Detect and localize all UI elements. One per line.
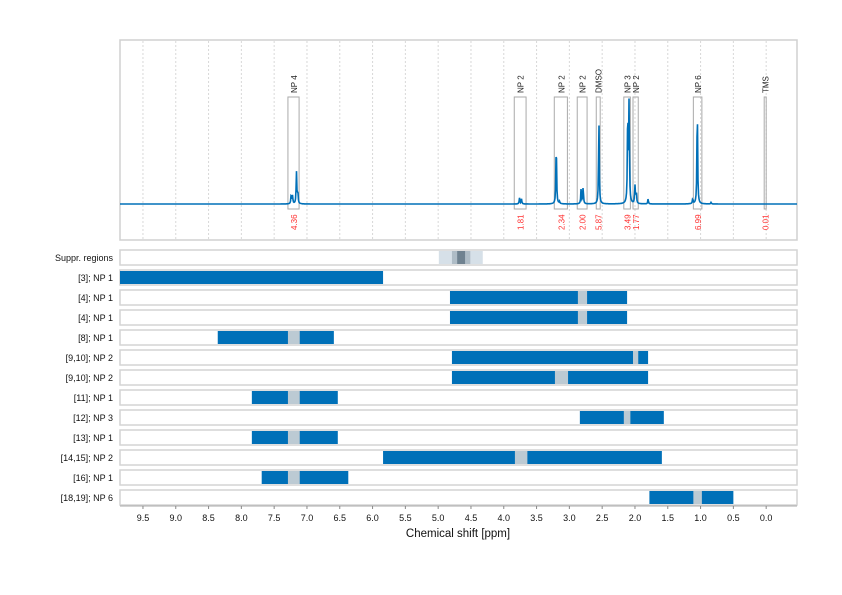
x-tick-label: 7.0 — [301, 513, 314, 523]
region-row-label: [4]; NP 1 — [78, 293, 113, 303]
region-bar — [449, 311, 628, 324]
region-gap — [287, 431, 300, 444]
region-bar — [217, 331, 334, 344]
integral-value: 2.00 — [579, 214, 588, 230]
region-row-label: [9,10]; NP 2 — [66, 353, 113, 363]
region-gap — [623, 411, 631, 424]
peak-box — [513, 96, 527, 210]
peak-label: NP 2 — [579, 75, 588, 93]
peak-box — [763, 96, 767, 210]
x-tick-label: 5.0 — [432, 513, 445, 523]
region-bar — [120, 271, 384, 284]
region-bar — [449, 291, 628, 304]
peak-label: DMSO — [595, 69, 604, 93]
x-tick-label: 9.0 — [170, 513, 183, 523]
region-row-frame — [119, 469, 798, 486]
region-rows: Suppr. regions [3]; NP 1 [4]; NP 1 [4]; NP … — [55, 249, 798, 506]
region-row-frame — [119, 429, 798, 446]
region-row-label: [9,10]; NP 2 — [66, 373, 113, 383]
peak-annotation-boxes — [287, 96, 767, 210]
x-tick-label: 4.5 — [465, 513, 478, 523]
spectrum-panel — [119, 39, 798, 241]
region-row-frame — [119, 409, 798, 426]
region-row-label: [18,19]; NP 6 — [61, 493, 113, 503]
peak-box — [595, 96, 601, 210]
peak-annotation-labels: NP 4 4.36 NP 2 1.81 NP 2 2.34 NP 2 2.00 DMSO 5.87… — [290, 69, 771, 230]
x-tick-label: 2.0 — [629, 513, 642, 523]
integral-value: 2.34 — [557, 214, 566, 230]
peak-box — [553, 96, 568, 210]
region-gap — [287, 331, 300, 344]
x-tick-label: 3.5 — [530, 513, 543, 523]
x-tick-label: 8.0 — [235, 513, 248, 523]
x-tick-label: 4.0 — [498, 513, 511, 523]
peak-box — [623, 96, 631, 210]
peak-label: NP 6 — [694, 75, 703, 93]
x-tick-label: 0.5 — [727, 513, 740, 523]
suppressed-band — [457, 251, 466, 264]
peak-box — [287, 96, 300, 210]
x-axis: 9.5 9.0 8.5 8.0 7.5 7.0 6.5 6.0 5.5 5.0 4.5 4.0 3.5 3… — [120, 505, 797, 523]
peak-box — [576, 96, 588, 210]
region-row-frame — [119, 489, 798, 506]
region-bar — [451, 351, 649, 364]
peak-label: NP 4 — [290, 75, 299, 93]
integral-value: 3.49 — [624, 214, 633, 230]
region-bar — [451, 371, 649, 384]
peak-label: NP 3 — [624, 75, 633, 93]
region-gap — [554, 371, 569, 384]
region-row-label: [11]; NP 1 — [74, 393, 113, 403]
integral-value: 6.99 — [694, 214, 703, 230]
region-gap — [577, 291, 588, 304]
region-gap — [287, 391, 300, 404]
region-gap — [577, 311, 588, 324]
suppressed-regions-row-label: Suppr. regions — [55, 253, 114, 263]
x-tick-label: 2.5 — [596, 513, 609, 523]
region-row-label: [12]; NP 3 — [73, 413, 113, 423]
integral-value: 1.81 — [517, 214, 526, 230]
integral-value: 4.36 — [290, 214, 299, 230]
region-bar — [261, 471, 349, 484]
region-row-label: [16]; NP 1 — [73, 473, 113, 483]
x-tick-label: 7.5 — [268, 513, 281, 523]
x-tick-label: 1.5 — [662, 513, 675, 523]
x-tick-label: 8.5 — [202, 513, 215, 523]
integral-value: 0.01 — [762, 214, 771, 230]
region-bar — [579, 411, 664, 424]
x-axis-label: Chemical shift [ppm] — [406, 528, 510, 540]
region-row-label: [3]; NP 1 — [78, 273, 113, 283]
spectrum-grid — [142, 41, 767, 239]
integral-value: 1.77 — [632, 214, 641, 230]
x-tick-label: 1.0 — [694, 513, 707, 523]
x-tick-label: 6.5 — [334, 513, 347, 523]
region-row-label: [8]; NP 1 — [78, 333, 113, 343]
region-gap — [287, 471, 300, 484]
x-tick-label: 0.0 — [760, 513, 773, 523]
region-row-label: [4]; NP 1 — [78, 313, 113, 323]
region-row-frame — [119, 389, 798, 406]
peak-label: TMS — [762, 76, 771, 93]
integral-value: 5.87 — [595, 214, 604, 230]
peak-box — [692, 96, 703, 210]
x-tick-label: 3.0 — [563, 513, 576, 523]
peak-box — [632, 96, 639, 210]
region-gap — [514, 451, 528, 464]
spectrum-line — [120, 98, 797, 205]
region-gap — [693, 491, 702, 504]
x-tick-label: 9.5 — [137, 513, 150, 523]
x-tick-label: 6.0 — [366, 513, 379, 523]
region-row-label: [14,15]; NP 2 — [61, 453, 113, 463]
region-bar — [649, 491, 734, 504]
region-row-label: [13]; NP 1 — [73, 433, 113, 443]
peak-label: NP 2 — [557, 75, 566, 93]
region-gap — [632, 351, 639, 364]
peak-label: NP 2 — [632, 75, 641, 93]
x-tick-label: 5.5 — [399, 513, 412, 523]
peak-label: NP 2 — [517, 75, 526, 93]
